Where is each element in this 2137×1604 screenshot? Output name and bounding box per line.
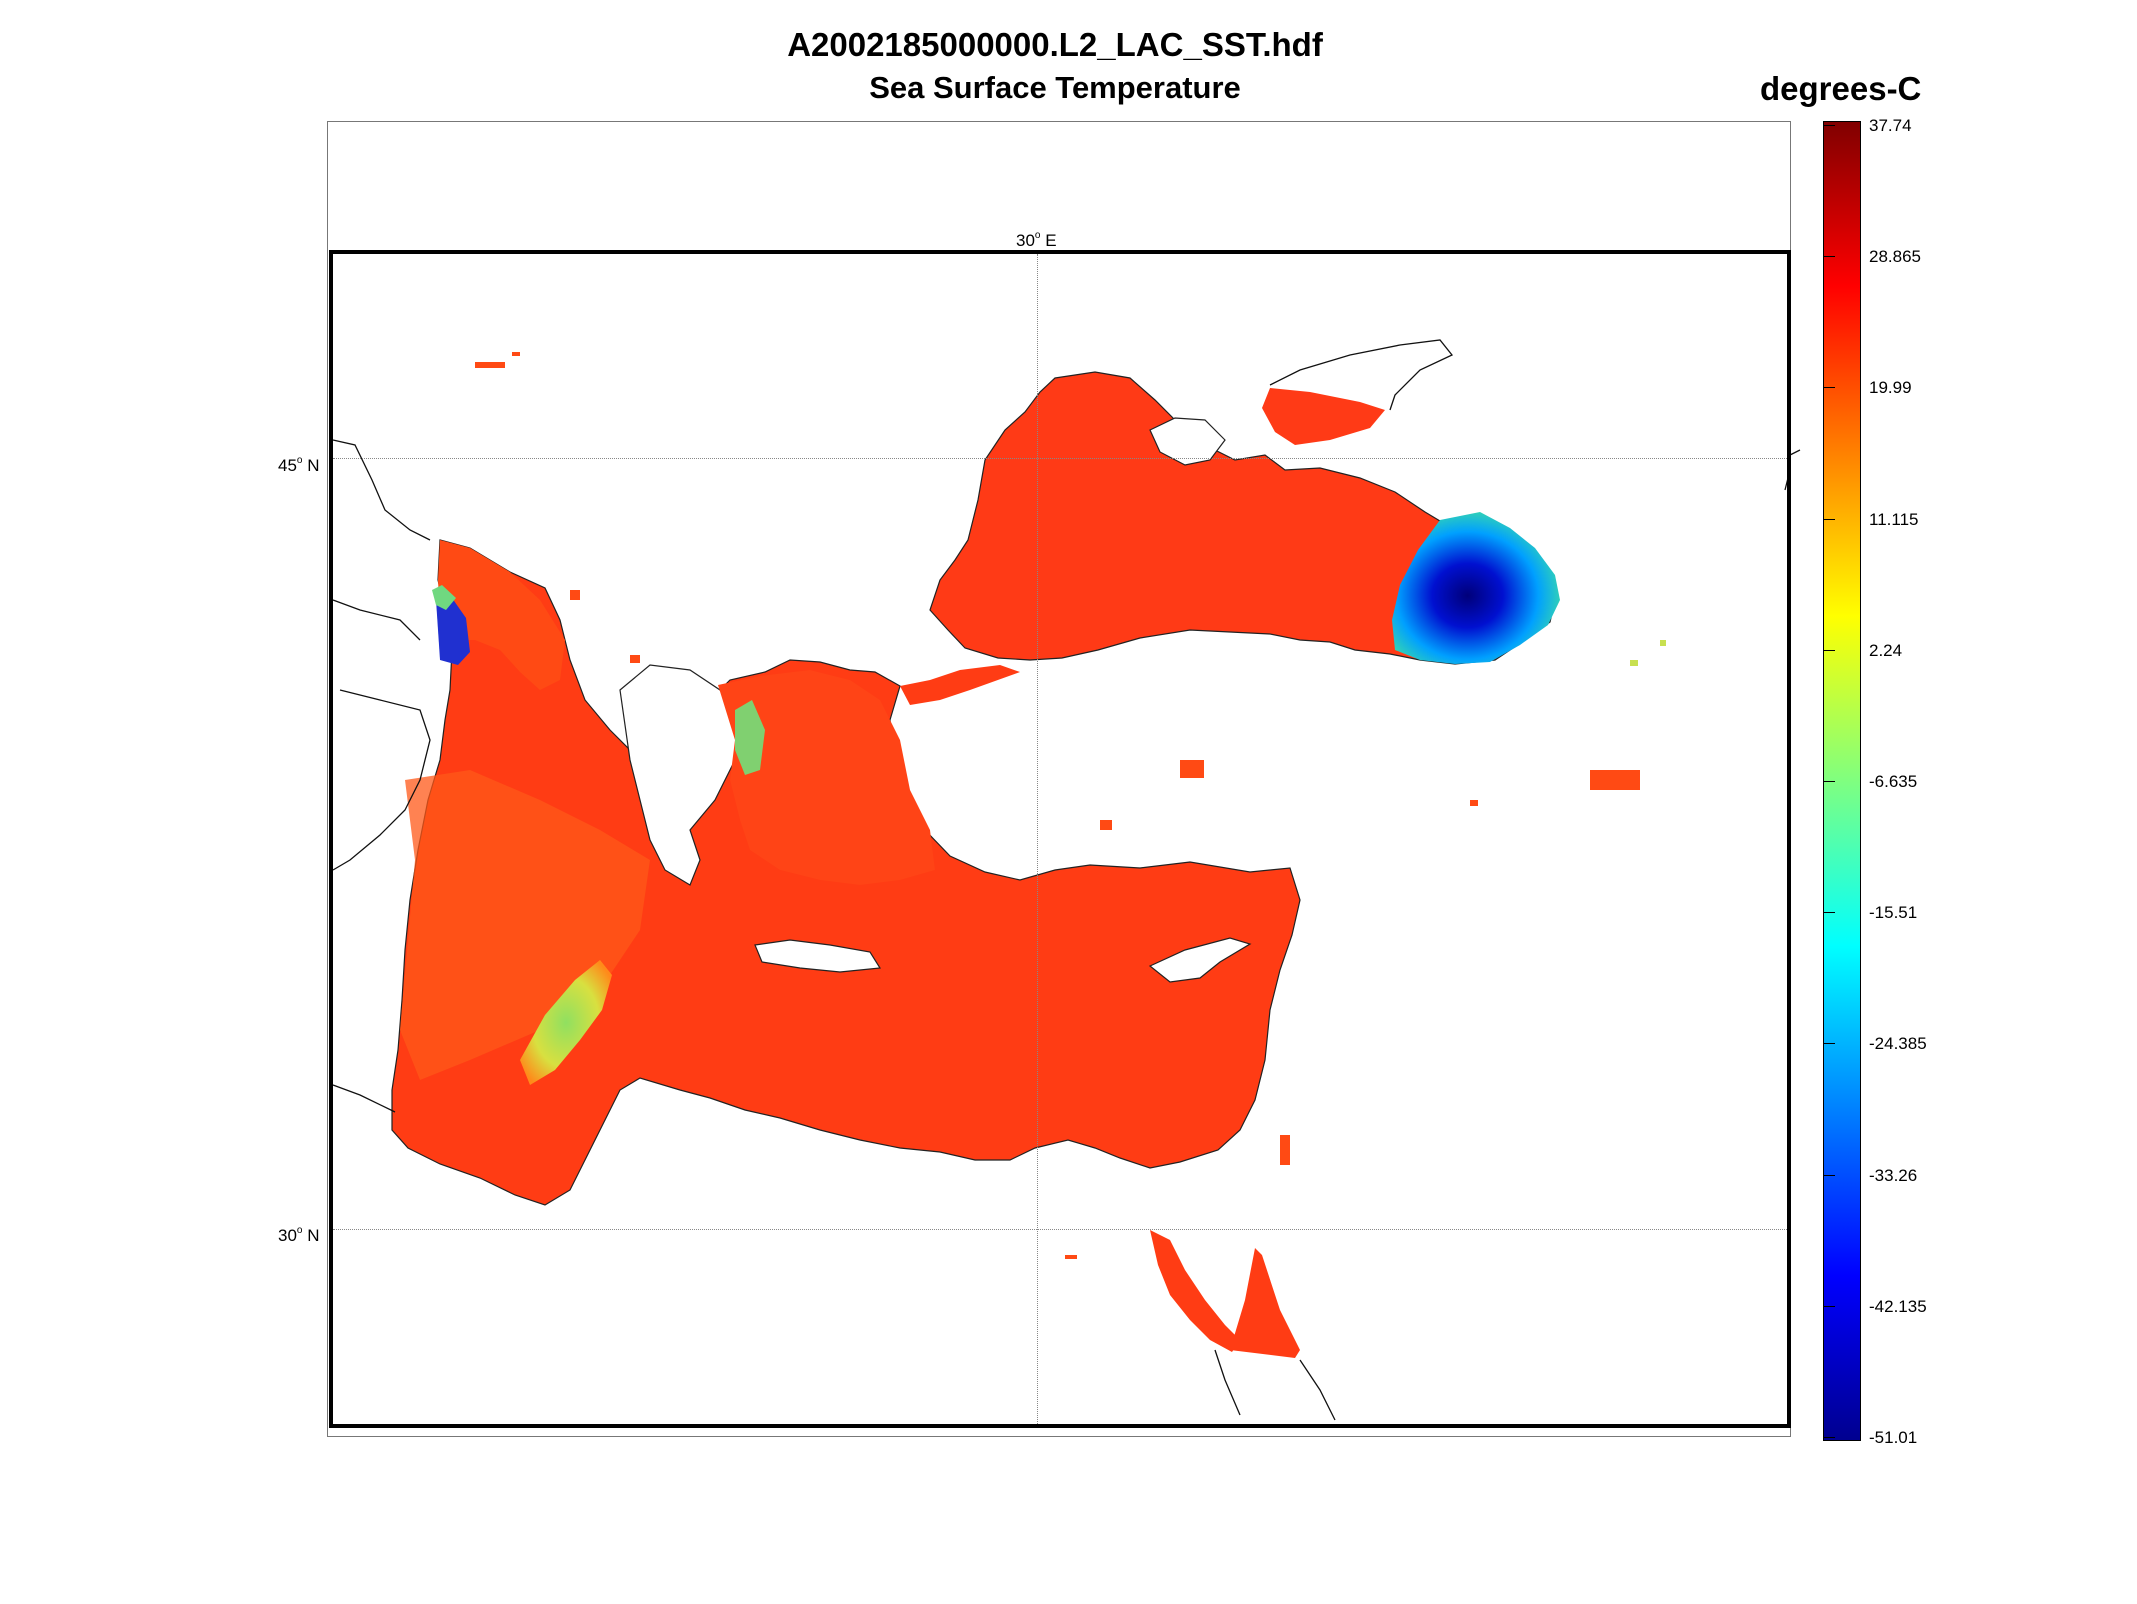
colorbar-tick-label: 37.74 xyxy=(1869,116,1912,135)
adriatic-cold-patch xyxy=(436,598,470,665)
colorbar-tick-label: 19.99 xyxy=(1869,378,1912,398)
ionian-sea xyxy=(400,770,650,1080)
figure-subtitle: Sea Surface Temperature xyxy=(869,70,1241,105)
colorbar-tick-label: 11.115 xyxy=(1869,509,1919,529)
colorbar-tick-mark xyxy=(1823,781,1835,782)
colorbar-tick-label: -33.26 xyxy=(1869,1165,1918,1185)
colorbar-units: degrees-C xyxy=(1760,70,1922,107)
gridline-30n xyxy=(333,1229,1787,1230)
gulf-of-aqaba xyxy=(1230,1248,1300,1358)
colorbar-tick-mark xyxy=(1823,1174,1835,1176)
colorbar-tick-label: 28.865 xyxy=(1869,247,1921,267)
black-sea-cold-region xyxy=(1392,512,1560,664)
coastline-italy xyxy=(332,439,431,1113)
colorbar-tick-label: -42.135 xyxy=(1869,1296,1927,1316)
sea-of-azov xyxy=(1262,388,1385,445)
lon-label-30e: 30o E xyxy=(1016,230,1057,251)
colorbar-tick-mark xyxy=(1823,1437,1835,1438)
adriatic-sea xyxy=(438,540,565,690)
colorbar-tick-mark xyxy=(1823,387,1835,389)
gulf-of-suez xyxy=(1150,1230,1240,1352)
crete xyxy=(754,939,882,973)
colorbar-tick-mark xyxy=(1823,1305,1835,1307)
greece-land xyxy=(619,664,746,886)
map-frame xyxy=(329,250,1791,1428)
colorbar-tick-mark xyxy=(1823,125,1835,126)
gridline-30e xyxy=(1037,254,1038,1424)
colorbar-tick-mark xyxy=(1823,518,1835,520)
colorbar-tick-mark xyxy=(1823,1043,1835,1045)
colorbar-tick-label: -24.385 xyxy=(1869,1034,1927,1054)
lon-label-value: 30 xyxy=(1016,231,1035,250)
figure-title: A2002185000000.L2_LAC_SST.hdf xyxy=(787,26,1323,63)
lat-label-value: 30 xyxy=(278,1226,297,1245)
lat-label-30n: 30o N xyxy=(278,1225,320,1246)
aegean-green-patch xyxy=(735,700,765,775)
cyprus xyxy=(1148,937,1252,983)
colorbar-tick-mark xyxy=(1823,649,1835,651)
colorbar-tick-label: -6.635 xyxy=(1869,772,1918,791)
degree-symbol: o xyxy=(296,455,303,466)
colorbar-tick-mark xyxy=(1823,256,1835,258)
aegean-sea xyxy=(718,670,935,885)
colorbar-tick-mark xyxy=(1823,912,1835,914)
lat-label-45n: 45o N xyxy=(278,455,320,476)
lat-label-hemi: N xyxy=(307,1226,320,1245)
adriatic-green-edge xyxy=(432,585,456,610)
colorbar-tick-label: -15.51 xyxy=(1869,903,1918,923)
scattered-observations xyxy=(475,352,1640,1259)
gridline-45n xyxy=(333,458,1787,459)
crimea xyxy=(1149,417,1226,466)
degree-symbol: o xyxy=(296,1225,303,1236)
coastline-ukraine xyxy=(1269,339,1454,411)
colorbar-tick-label: 2.24 xyxy=(1869,640,1903,660)
coastline-sinai xyxy=(1214,1349,1336,1421)
degree-symbol: o xyxy=(1034,230,1041,241)
lat-label-hemi: N xyxy=(307,456,320,475)
lat-label-value: 45 xyxy=(278,456,297,475)
ionian-green-patch xyxy=(520,960,612,1085)
anatolia-coast xyxy=(900,665,1020,705)
scattered-green-pixels xyxy=(1630,640,1666,666)
lon-label-hemi: E xyxy=(1045,231,1057,250)
colorbar-tick-label: -51.01 xyxy=(1869,1428,1918,1447)
